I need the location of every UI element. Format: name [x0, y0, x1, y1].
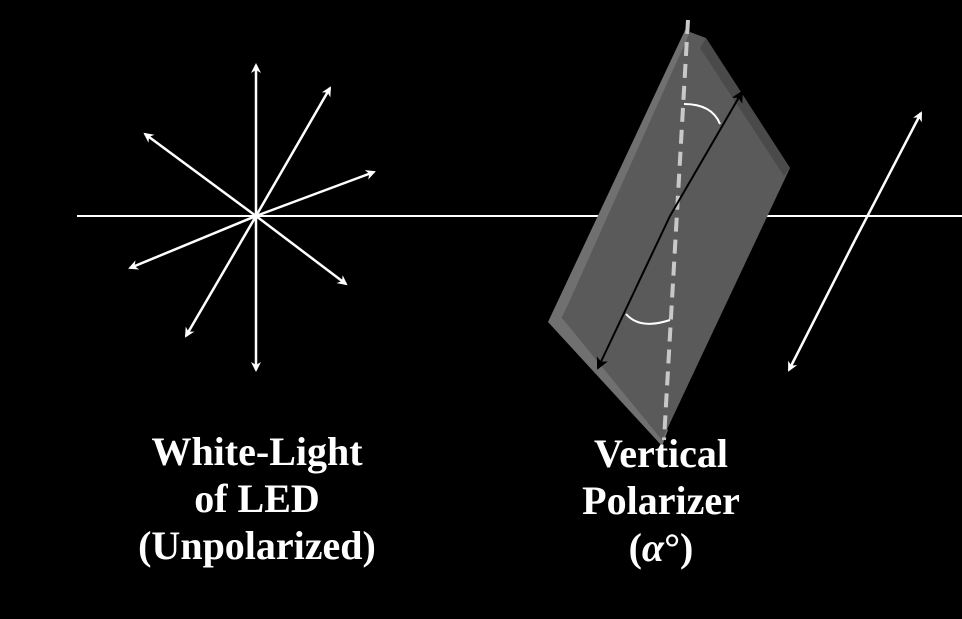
- polarizer-face: [562, 32, 790, 440]
- unpolarized-starburst-icon: [128, 63, 376, 372]
- transmission-axis-arrow: [669, 90, 744, 217]
- polarizer-side: [700, 38, 790, 176]
- polarizer-caption-line: Polarizer: [582, 478, 740, 523]
- degree-close: °): [664, 525, 694, 570]
- ray-shallow: [255, 170, 376, 218]
- polarizer-angle-line: (α°): [506, 524, 816, 571]
- source-caption-line: White-Light: [151, 429, 363, 474]
- polarizer-plate-icon: [548, 19, 790, 446]
- angle-arc-bottom: [625, 313, 671, 325]
- source-caption-line: of LED: [194, 476, 320, 521]
- ray-shallow: [128, 214, 257, 270]
- vertical-reference-dashes: [662, 19, 690, 441]
- ray-diagonal: [255, 215, 348, 286]
- angle-arc-top: [683, 103, 721, 125]
- source-caption-line: (Unpolarized): [138, 523, 376, 568]
- source-caption: White-Light of LED (Unpolarized): [52, 428, 462, 569]
- ray-steep: [254, 86, 332, 217]
- paren-open: (: [628, 525, 642, 570]
- transmission-axis-arrow: [596, 215, 671, 370]
- polarizer-caption: Vertical Polarizer (α°): [506, 430, 816, 571]
- ray-steep: [184, 215, 258, 338]
- ray-diagonal: [143, 132, 257, 218]
- alpha-symbol: α: [641, 525, 665, 570]
- polarized-double-arrow-icon: [787, 111, 923, 372]
- polarizer-caption-line: Vertical: [593, 431, 729, 476]
